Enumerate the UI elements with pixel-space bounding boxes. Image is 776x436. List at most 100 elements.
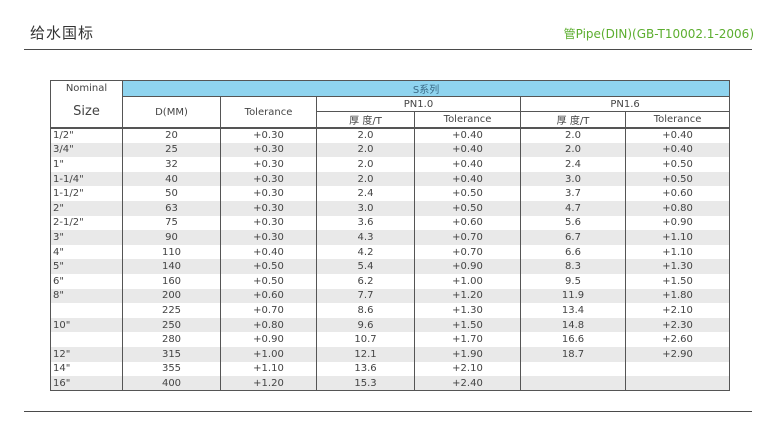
pn10-thickness-cell: 3.0 <box>316 200 415 216</box>
footer-divider <box>24 411 752 412</box>
pn10-tolerance-cell: +0.40 <box>414 157 521 172</box>
table-row: 3/4" 25 +0.30 2.0 +0.40 2.0 +0.40 <box>50 142 731 158</box>
dmm-cell: 110 <box>122 244 221 260</box>
tolerance-cell: +0.30 <box>220 215 317 231</box>
pn16-tolerance-cell: +2.90 <box>624 346 731 362</box>
pn16-thickness-cell: 3.7 <box>520 186 626 201</box>
tolerance-cell: +0.70 <box>220 303 317 318</box>
pipe-spec-table: Nominal S系列 Size D(MM) Tolerance PN1.0 P… <box>50 80 731 392</box>
size-cell: 2-1/2" <box>50 215 123 231</box>
pn10-tolerance-header: Tolerance <box>414 111 521 129</box>
pn16-tolerance-cell: +0.50 <box>624 171 731 187</box>
tolerance-cell: +0.90 <box>220 332 317 347</box>
size-cell: 4" <box>50 244 123 260</box>
pn10-thickness-cell: 2.4 <box>316 186 415 201</box>
tolerance-cell: +0.30 <box>220 186 317 201</box>
pn10-thickness-cell: 4.3 <box>316 230 415 245</box>
pn10-thickness-cell: 2.0 <box>316 127 415 143</box>
tolerance-cell: +1.00 <box>220 346 317 362</box>
pn10-tolerance-cell: +0.40 <box>414 127 521 143</box>
pn16-tolerance-cell: +1.80 <box>624 288 731 304</box>
table-row: 1/2" 20 +0.30 2.0 +0.40 2.0 +0.40 <box>50 127 731 143</box>
dmm-cell: 225 <box>122 303 221 318</box>
table-row: 12" 315 +1.00 12.1 +1.90 18.7 +2.90 <box>50 346 731 362</box>
tolerance-cell: +0.80 <box>220 317 317 333</box>
pn10-thickness-cell: 9.6 <box>316 317 415 333</box>
size-cell: 16" <box>50 376 123 392</box>
pn10-thickness-cell: 13.6 <box>316 361 415 377</box>
pn16-thickness-cell: 9.5 <box>520 273 626 289</box>
pn16-thickness-cell: 11.9 <box>520 288 626 304</box>
pn10-tolerance-cell: +0.40 <box>414 142 521 158</box>
tolerance-cell: +0.30 <box>220 157 317 172</box>
tolerance-cell: +0.30 <box>220 127 317 143</box>
pn10-tolerance-cell: +0.90 <box>414 259 521 274</box>
pn16-tolerance-cell: +1.30 <box>624 259 731 274</box>
table-row: 10" 250 +0.80 9.6 +1.50 14.8 +2.30 <box>50 317 731 333</box>
pn16-thickness-cell <box>520 361 626 377</box>
size-header: Size <box>50 96 123 129</box>
size-cell: 2" <box>50 200 123 216</box>
dmm-cell: 355 <box>122 361 221 377</box>
pn10-tolerance-cell: +1.30 <box>414 303 521 318</box>
pn10-tolerance-cell: +1.90 <box>414 346 521 362</box>
tolerance-cell: +0.30 <box>220 230 317 245</box>
size-cell: 6" <box>50 273 123 289</box>
pn10-thickness-cell: 12.1 <box>316 346 415 362</box>
dmm-cell: 90 <box>122 230 221 245</box>
pn16-thickness-cell: 16.6 <box>520 332 626 347</box>
table-row: 280 +0.90 10.7 +1.70 16.6 +2.60 <box>50 332 731 347</box>
pn16-thickness-cell: 13.4 <box>520 303 626 318</box>
pn16-thickness-cell: 2.0 <box>520 127 626 143</box>
pn10-tolerance-cell: +0.50 <box>414 200 521 216</box>
dmm-cell: 315 <box>122 346 221 362</box>
size-cell <box>50 332 123 347</box>
pn16-tolerance-cell: +0.40 <box>624 127 731 143</box>
size-cell: 14" <box>50 361 123 377</box>
pn16-tolerance-cell: +0.40 <box>624 142 731 158</box>
size-cell: 3" <box>50 230 123 245</box>
pn16-tolerance-cell: +0.60 <box>624 186 731 201</box>
dmm-cell: 63 <box>122 200 221 216</box>
pn16-header: PN1.6 <box>519 96 731 112</box>
dmm-cell: 20 <box>122 127 221 143</box>
size-cell: 10" <box>50 317 123 333</box>
pn16-tolerance-header: Tolerance <box>624 111 731 129</box>
pn16-tolerance-cell: +1.50 <box>624 273 731 289</box>
table-row: 8" 200 +0.60 7.7 +1.20 11.9 +1.80 <box>50 288 731 304</box>
table-row: 2" 63 +0.30 3.0 +0.50 4.7 +0.80 <box>50 200 731 216</box>
table-header: Nominal S系列 Size D(MM) Tolerance PN1.0 P… <box>50 80 731 129</box>
pn10-tolerance-cell: +0.70 <box>414 244 521 260</box>
pn16-thickness-cell: 6.6 <box>520 244 626 260</box>
pn16-tolerance-cell: +0.50 <box>624 157 731 172</box>
size-cell: 1-1/4" <box>50 171 123 187</box>
nominal-header: Nominal <box>50 80 123 97</box>
pn10-thickness-cell: 3.6 <box>316 215 415 231</box>
dmm-cell: 50 <box>122 186 221 201</box>
pn10-thickness-cell: 10.7 <box>316 332 415 347</box>
size-cell: 5" <box>50 259 123 274</box>
tolerance-cell: +1.20 <box>220 376 317 392</box>
pn10-thickness-cell: 6.2 <box>316 273 415 289</box>
pn16-thickness-cell: 2.0 <box>520 142 626 158</box>
size-cell: 8" <box>50 288 123 304</box>
dmm-cell: 32 <box>122 157 221 172</box>
page-title: 给水国标 <box>30 24 95 42</box>
tolerance-header: Tolerance <box>220 96 317 129</box>
pn16-thickness-cell <box>520 376 626 392</box>
size-cell: 3/4" <box>50 142 123 158</box>
pn10-thickness-cell: 5.4 <box>316 259 415 274</box>
dmm-cell: 400 <box>122 376 221 392</box>
pn10-thickness-cell: 2.0 <box>316 142 415 158</box>
table-row: 3" 90 +0.30 4.3 +0.70 6.7 +1.10 <box>50 230 731 245</box>
table-row: 14" 355 +1.10 13.6 +2.10 <box>50 361 731 377</box>
table-row: 225 +0.70 8.6 +1.30 13.4 +2.10 <box>50 303 731 318</box>
series-header: S系列 <box>121 80 731 97</box>
dmm-cell: 280 <box>122 332 221 347</box>
pn10-tolerance-cell: +1.00 <box>414 273 521 289</box>
table-row: 1-1/4" 40 +0.30 2.0 +0.40 3.0 +0.50 <box>50 171 731 187</box>
pn10-thickness-header: 厚 度/T <box>316 111 415 129</box>
pn16-thickness-cell: 14.8 <box>520 317 626 333</box>
tolerance-cell: +0.40 <box>220 244 317 260</box>
pn16-thickness-header: 厚 度/T <box>520 111 626 129</box>
